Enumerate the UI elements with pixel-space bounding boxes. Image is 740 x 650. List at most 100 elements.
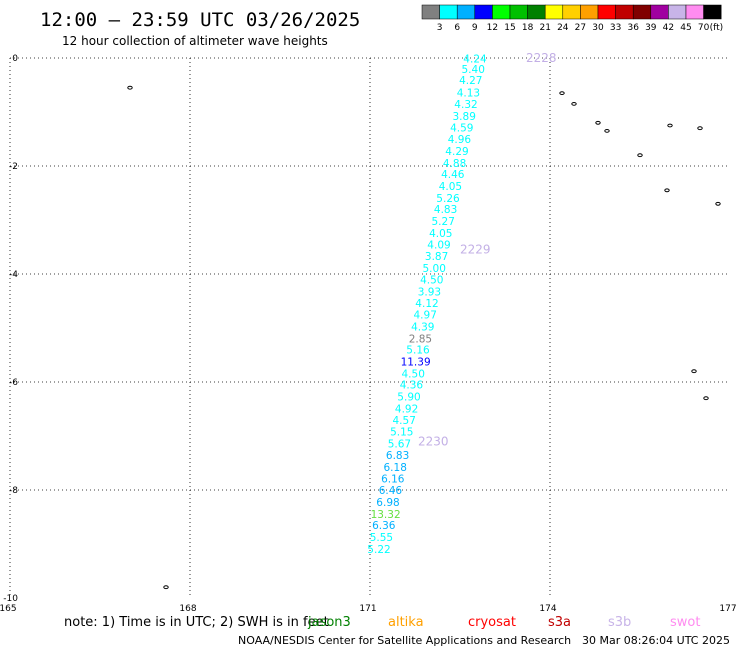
swh-value: 6.18 [384,462,407,474]
island-outline [637,153,643,158]
chart-subtitle: 12 hour collection of altimeter wave hei… [62,34,328,48]
color-scale-label: 42 [663,23,674,33]
footer-credit: NOAA/NESDIS Center for Satellite Applica… [238,634,571,647]
pass-labels: 2228 2229 2230 [418,51,557,448]
island-outline [667,123,673,128]
swh-value: 3.93 [418,286,441,298]
color-scale-swatch [580,4,599,20]
color-scale-swatch [544,4,564,20]
x-tick-label: 177 [719,604,736,614]
swh-value: 5.67 [388,439,411,451]
color-scale-label: 24 [557,23,569,33]
color-scale-swatch [492,4,511,20]
swh-value: 4.27 [459,75,482,87]
swh-value: 4.96 [448,134,472,146]
color-scale-unit: (ft) [710,23,724,33]
plot-grid [9,57,730,598]
color-scale-swatch [456,4,476,20]
color-scale-swatch [509,4,528,20]
color-scale-swatch [668,4,687,20]
x-tick-label: 165 [0,604,17,614]
color-scale-label: 21 [539,23,550,33]
color-scale-label: 3 [437,23,443,33]
island-outline [127,85,133,90]
swh-value: 4.09 [427,239,450,251]
footer-note: note: 1) Time is in UTC; 2) SWH is in fe… [64,615,329,630]
swh-value: 6.46 [379,485,403,497]
island-outline [715,201,721,206]
swh-value: 4.32 [454,99,477,111]
footer-timestamp: 30 Mar 08:26:04 UTC 2025 [582,634,730,647]
swh-value: 4.88 [443,158,466,170]
swh-value: 5.16 [406,345,430,357]
island-outline [697,126,703,131]
swh-value: 4.50 [402,368,425,380]
satellite-legend-item: s3b [608,615,631,630]
color-scale-label: 15 [504,23,515,33]
swh-value: 5.55 [370,532,393,544]
swh-value: 4.05 [439,181,462,193]
color-scale-label: 27 [575,23,586,33]
island-outline [571,102,577,106]
swh-value: 3.87 [425,251,448,263]
color-scale-swatch [562,4,581,20]
color-scale-label: 36 [627,23,639,33]
satellite-legend-item: altika [388,615,424,630]
color-scale-swatch [421,4,440,20]
y-tick-label: -10 [3,594,18,604]
swh-value: 4.83 [434,204,457,216]
color-scale-label: 39 [645,23,657,33]
chart-title: 12:00 – 23:59 UTC 03/26/2025 [40,9,360,31]
island-outline [559,91,565,95]
swh-value: 11.39 [401,356,431,368]
swh-value: 13.32 [371,509,401,521]
color-scale-swatch [703,4,722,20]
satellite-legend-item: s3a [548,615,571,630]
swh-value: 4.92 [395,403,418,415]
island-outline [604,129,610,133]
swh-value: 4.05 [429,228,452,240]
island-outline [595,120,601,125]
swh-value: 2.85 [409,333,432,345]
swh-value: 4.29 [445,146,468,158]
swh-value: 3.89 [453,111,476,123]
island-outline [163,585,169,590]
swh-value: 4.97 [414,310,437,322]
pass-label: 2228 [526,51,557,65]
swh-value: 4.50 [420,274,443,286]
swh-value: 5.15 [390,427,413,439]
pass-label: 2230 [418,434,449,448]
color-scale-swatch [685,4,704,20]
y-tick-label: -8 [9,486,18,496]
color-scale-label: 18 [522,23,534,33]
swh-value: 4.36 [400,380,424,392]
color-scale-label: 9 [472,23,478,33]
y-tick-label: 0 [12,54,18,64]
swh-value: 4.46 [441,169,465,181]
color-scale-label: 45 [680,23,691,33]
color-scale-label: 12 [487,23,498,33]
swh-value: 4.57 [393,415,416,427]
swh-value: 5.00 [423,263,446,275]
swh-points: 4.245.404.274.134.323.894.594.964.294.88… [367,54,487,556]
x-tick-label: 168 [179,604,196,614]
color-scale-swatch [632,4,652,20]
x-tick-label: 171 [359,604,376,614]
swh-value: 6.16 [381,474,405,486]
swh-value: 6.36 [372,520,396,532]
satellite-legend: jason3 altika cryosat s3a s3b swot [307,615,700,630]
color-scale-swatch [527,4,546,20]
color-scale-label: 30 [592,23,604,33]
swh-value: 5.27 [432,216,455,228]
island-outline [691,369,697,374]
swh-value: 5.26 [436,193,460,205]
swh-value: 4.39 [411,321,434,333]
y-tick-label: -6 [9,378,18,388]
swh-value: 6.98 [376,497,399,509]
satellite-legend-item: jason3 [307,615,351,630]
y-tick-label: -2 [9,162,18,172]
color-scale-swatch [474,4,493,20]
color-scale-swatch [650,4,669,20]
